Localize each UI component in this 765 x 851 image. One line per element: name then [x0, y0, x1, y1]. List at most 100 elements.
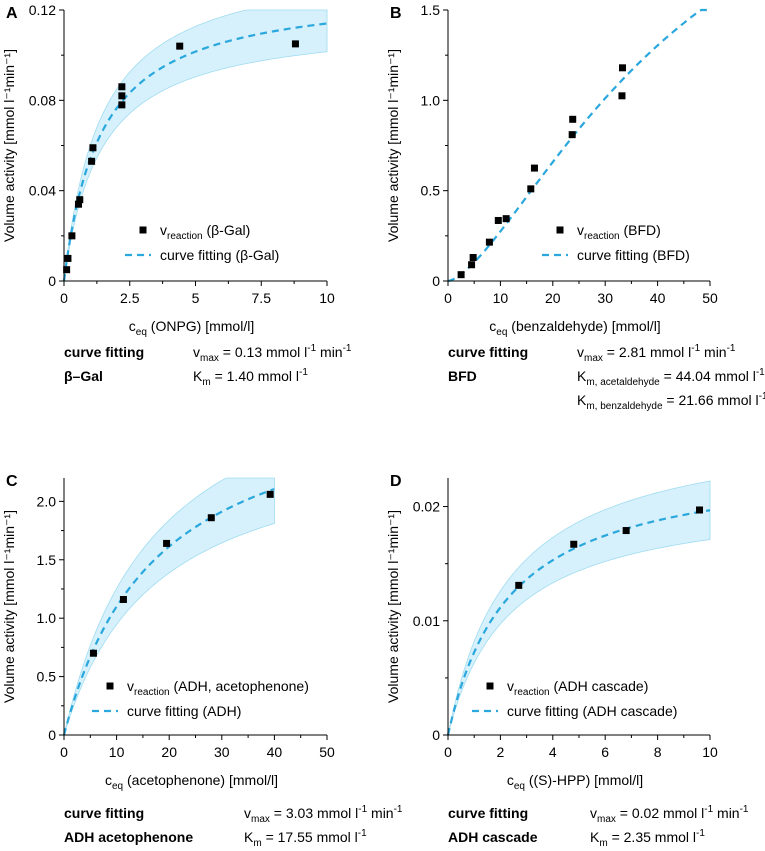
- y-tick-label: 0.01: [413, 613, 440, 629]
- legend-fit-label: curve fitting (BFD): [577, 247, 690, 263]
- data-point: [568, 131, 576, 139]
- param-value: vmax = 3.03 mmol l-1 min-1: [244, 804, 403, 825]
- legend-point-marker: [106, 682, 114, 690]
- x-tick-label: 4: [549, 744, 557, 760]
- fit-curve: [447, 8, 710, 283]
- x-tick-label: 40: [267, 744, 283, 760]
- data-point: [291, 40, 299, 48]
- y-tick-label: 0.02: [413, 499, 440, 515]
- param-value: Km = 1.40 mmol l-1: [193, 367, 308, 388]
- x-tick-label: 0: [60, 290, 68, 306]
- data-point: [118, 83, 126, 91]
- panel-letter: A: [6, 5, 18, 22]
- data-point: [485, 238, 493, 246]
- param-value: vmax = 2.81 mmol l-1 min-1: [577, 343, 736, 364]
- y-tick-label: 1.5: [421, 2, 441, 18]
- param-name: β–Gal: [64, 368, 103, 384]
- x-tick-label: 10: [319, 290, 335, 306]
- chart-panel-d: 0 2 4 6 8 10 0 0.01 0.02 D Volume activity [mmol l…: [385, 473, 749, 849]
- data-point: [176, 42, 184, 50]
- x-axis-label: ceq (acetophenone) [mmol/l]: [105, 772, 278, 792]
- x-tick-label: 20: [545, 290, 561, 306]
- x-tick-label: 7.5: [252, 290, 272, 306]
- y-tick-label: 0: [432, 727, 440, 743]
- y-tick-label: 1.0: [37, 610, 57, 626]
- data-point: [207, 514, 215, 522]
- data-point: [118, 101, 126, 109]
- chart-panel-a: 0 2.5 5 7.5 10 0 0.04 0.08 0.12 A Volume activity …: [1, 2, 352, 388]
- data-point: [118, 92, 126, 100]
- x-tick-label: 30: [214, 744, 230, 760]
- param-value: vmax = 0.02 mmol l-1 min-1: [590, 804, 749, 825]
- legend-point-label: vreaction (β-Gal): [160, 222, 250, 242]
- confidence-band: [63, 477, 275, 736]
- x-tick-label: 8: [654, 744, 662, 760]
- legend-point-label: vreaction (ADH, acetophenone): [127, 678, 309, 698]
- y-tick-label: 1.5: [37, 552, 57, 568]
- panel-letter: D: [390, 473, 402, 490]
- chart-panel-b: 0 10 20 30 40 50 0 0.5 1.0 1.5 B Volume activity [m…: [385, 2, 765, 412]
- confidence-band: [447, 480, 711, 736]
- panel-letter: B: [390, 5, 402, 22]
- data-point: [63, 266, 71, 274]
- data-point: [163, 539, 171, 547]
- x-tick-label: 5: [192, 290, 200, 306]
- confidence-band: [63, 9, 328, 282]
- y-tick-label: 0.5: [37, 669, 57, 685]
- data-point: [527, 185, 535, 193]
- y-tick-label: 0: [432, 273, 440, 289]
- data-point: [74, 200, 82, 208]
- legend-fit-label: curve fitting (ADH cascade): [507, 703, 677, 719]
- x-axis-label: ceq (benzaldehyde) [mmol/l]: [489, 318, 660, 338]
- data-point: [469, 254, 477, 262]
- x-tick-label: 50: [702, 290, 718, 306]
- y-axis-label: Volume activity [mmol l⁻¹min⁻¹]: [385, 49, 401, 242]
- fit-curve: [446, 509, 711, 736]
- y-tick-label: 1.0: [421, 92, 441, 108]
- param-name: ADH cascade: [448, 829, 538, 845]
- data-point: [88, 157, 96, 165]
- param-name: curve fitting: [448, 805, 528, 821]
- x-tick-label: 6: [601, 744, 609, 760]
- param-name: curve fitting: [64, 805, 144, 821]
- x-tick-label: 2: [497, 744, 505, 760]
- chart-panel-c: 0 10 20 30 40 50 0 0.5 1.0 1.5 2.0 C Volume activity…: [1, 473, 403, 849]
- fit-curve: [62, 22, 328, 282]
- data-point: [266, 490, 274, 498]
- data-point: [530, 164, 538, 172]
- param-value: Km, acetaldehyde = 44.04 mmol l-1: [577, 367, 765, 388]
- legend-point-marker: [486, 682, 494, 690]
- legend-fit-label: curve fitting (β-Gal): [160, 247, 279, 263]
- x-tick-label: 50: [319, 744, 335, 760]
- data-point: [696, 506, 704, 514]
- data-point: [119, 595, 127, 603]
- data-point: [569, 115, 577, 123]
- y-tick-label: 0.12: [29, 2, 56, 18]
- y-axis-label: Volume activity [mmol l⁻¹min⁻¹]: [385, 510, 401, 703]
- y-axis-label: Volume activity [mmol l⁻¹min⁻¹]: [1, 49, 17, 242]
- legend-point-label: vreaction (BFD): [577, 222, 661, 242]
- x-tick-label: 30: [597, 290, 613, 306]
- data-point: [618, 64, 626, 72]
- data-point: [68, 232, 76, 240]
- data-point: [89, 144, 97, 152]
- data-point: [618, 92, 626, 100]
- y-axis-label: Volume activity [mmol l⁻¹min⁻¹]: [1, 510, 17, 703]
- x-tick-label: 20: [161, 744, 177, 760]
- param-name: BFD: [448, 368, 477, 384]
- y-tick-label: 0: [48, 727, 56, 743]
- data-point: [468, 261, 476, 269]
- y-tick-label: 0: [48, 273, 56, 289]
- x-tick-label: 0: [444, 290, 452, 306]
- param-value: vmax = 0.13 mmol l-1 min-1: [193, 343, 352, 364]
- data-point: [502, 215, 510, 223]
- panel-letter: C: [6, 473, 18, 490]
- data-point: [494, 216, 502, 224]
- param-value: Km = 2.35 mmol l-1: [590, 828, 705, 849]
- x-tick-label: 40: [650, 290, 666, 306]
- param-name: ADH acetophenone: [64, 829, 193, 845]
- x-tick-label: 2.5: [120, 290, 140, 306]
- x-axis-label: ceq ((S)-HPP) [mmol/l]: [507, 772, 643, 792]
- param-name: curve fitting: [448, 344, 528, 360]
